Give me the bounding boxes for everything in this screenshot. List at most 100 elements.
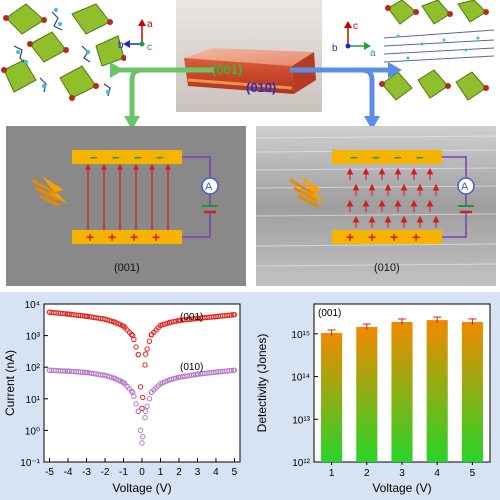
x-tick-label: 1 <box>329 468 335 479</box>
ammeter <box>457 177 475 195</box>
data-point <box>135 408 142 415</box>
field-arrow-head <box>394 167 402 175</box>
detectivity-chart-panel: 10¹² 10¹³ 10¹⁴ 10¹⁵ 1 2 3 4 5 Voltage (V) Detectiv… <box>250 292 500 500</box>
data-point <box>83 369 90 376</box>
plus-sign: + <box>346 229 354 245</box>
minus-sign: − <box>90 150 98 165</box>
face-label-001: (001) <box>212 62 242 77</box>
axis-a-label: a <box>147 19 153 30</box>
minus-sign: − <box>350 150 358 165</box>
y-axis-label: Detectivity (Jones) <box>255 334 269 433</box>
data-point <box>102 316 108 322</box>
crystal-structure-left <box>0 0 126 110</box>
data-point <box>142 408 149 415</box>
axis-a-label-right: a <box>370 48 376 56</box>
data-point <box>176 317 182 324</box>
y-tick-label: 10¹ <box>26 395 41 406</box>
data-point <box>133 344 139 350</box>
ammeter-label: A <box>461 181 469 193</box>
plus-sign: + <box>412 229 420 245</box>
field-arrow-head <box>394 199 402 207</box>
face-label-010: (010) <box>246 80 276 95</box>
field-arrow-head <box>378 199 386 207</box>
x-tick-label: 0 <box>139 467 145 478</box>
y-tick-label: 10¹² <box>292 458 310 469</box>
data-point <box>108 318 115 324</box>
data-point <box>157 322 164 329</box>
field-arrow-head <box>346 199 354 207</box>
x-axis-label: Voltage (V) <box>112 481 171 495</box>
bar <box>321 332 343 462</box>
data-point <box>133 401 139 407</box>
data-point <box>120 379 127 386</box>
series-(001) <box>46 309 238 412</box>
y-tick-label: 10⁴ <box>25 300 40 311</box>
x-tick-label: 4 <box>213 467 219 478</box>
data-point <box>102 372 108 379</box>
blue-arrow <box>290 67 375 118</box>
plot-area <box>43 303 241 463</box>
field-arrow-head <box>416 215 424 223</box>
field-arrow-head <box>410 199 418 207</box>
crystal-photo <box>176 0 322 112</box>
plus-sign: + <box>390 229 398 245</box>
field-arrow-head <box>426 199 434 207</box>
field-arrow-head <box>410 167 418 175</box>
data-point <box>139 405 145 412</box>
data-point <box>148 332 154 338</box>
detectivity-chart: 10¹² 10¹³ 10¹⁴ 10¹⁵ 1 2 3 4 5 Voltage (V) Detectiv… <box>255 303 491 495</box>
data-point <box>108 374 115 381</box>
device-001-caption: (001) <box>114 262 140 274</box>
data-point <box>65 368 71 374</box>
x-tick-label: 4 <box>434 468 440 479</box>
plus-sign: + <box>108 229 116 245</box>
data-point <box>46 367 53 373</box>
data-point <box>167 377 173 383</box>
plus-sign: + <box>86 229 94 245</box>
light-bolt-icon <box>31 176 68 208</box>
data-point <box>146 395 153 402</box>
field-arrow-head <box>384 215 392 223</box>
x-tick-label: 5 <box>232 467 238 478</box>
x-axis-label: Voltage (V) <box>372 481 431 495</box>
y-tick-label: 10² <box>26 363 41 374</box>
field-arrow-head <box>416 183 424 191</box>
data-point <box>194 371 201 377</box>
x-tick-label: -3 <box>82 467 91 478</box>
y-tick-label: 10⁻¹ <box>20 458 40 469</box>
x-tick-label: -5 <box>45 467 54 478</box>
data-point <box>128 331 135 338</box>
field-arrow-head <box>432 183 440 191</box>
iv-chart-panel: 10⁻¹ 10⁰ 10¹ 10² 10³ 10⁴ -5 -4 -3 -2 -1 0 1 2 3 4 5 Volta… <box>0 292 250 500</box>
bar <box>391 321 413 462</box>
axis-c-label: c <box>147 42 152 53</box>
x-tick-label: 1 <box>158 467 164 478</box>
x-tick-label: 2 <box>176 467 182 478</box>
connector-arrows <box>110 62 402 130</box>
data-point <box>128 388 135 394</box>
x-tick-label: -1 <box>119 467 128 478</box>
device-010-panel: − − − − + + + + A (010) <box>256 126 496 286</box>
data-point <box>213 313 219 320</box>
data-point <box>140 394 146 401</box>
series-(010) <box>46 367 238 446</box>
ammeter <box>201 177 219 195</box>
y-tick-label: 10¹⁵ <box>291 330 310 341</box>
iv-chart: 10⁻¹ 10⁰ 10¹ 10² 10³ 10⁴ -5 -4 -3 -2 -1 0 1 2 3 4 5 Volta… <box>3 300 241 495</box>
y-axis-label: Current (nA) <box>3 350 17 416</box>
device-010-caption: (010) <box>374 262 400 274</box>
data-point <box>111 319 117 325</box>
data-point <box>144 403 150 410</box>
field-arrow-head <box>426 167 434 175</box>
bar <box>461 321 483 462</box>
field-arrow-head <box>352 183 360 191</box>
field-arrow-head <box>368 183 376 191</box>
x-tick-label: 3 <box>195 467 201 478</box>
crystal-face-labels: (001) (010) <box>212 62 276 95</box>
data-point <box>231 311 238 318</box>
data-point <box>137 384 144 390</box>
minus-sign: − <box>372 150 380 165</box>
x-tick-label: 2 <box>364 468 370 479</box>
plus-sign: + <box>368 229 376 245</box>
data-point <box>130 389 136 396</box>
